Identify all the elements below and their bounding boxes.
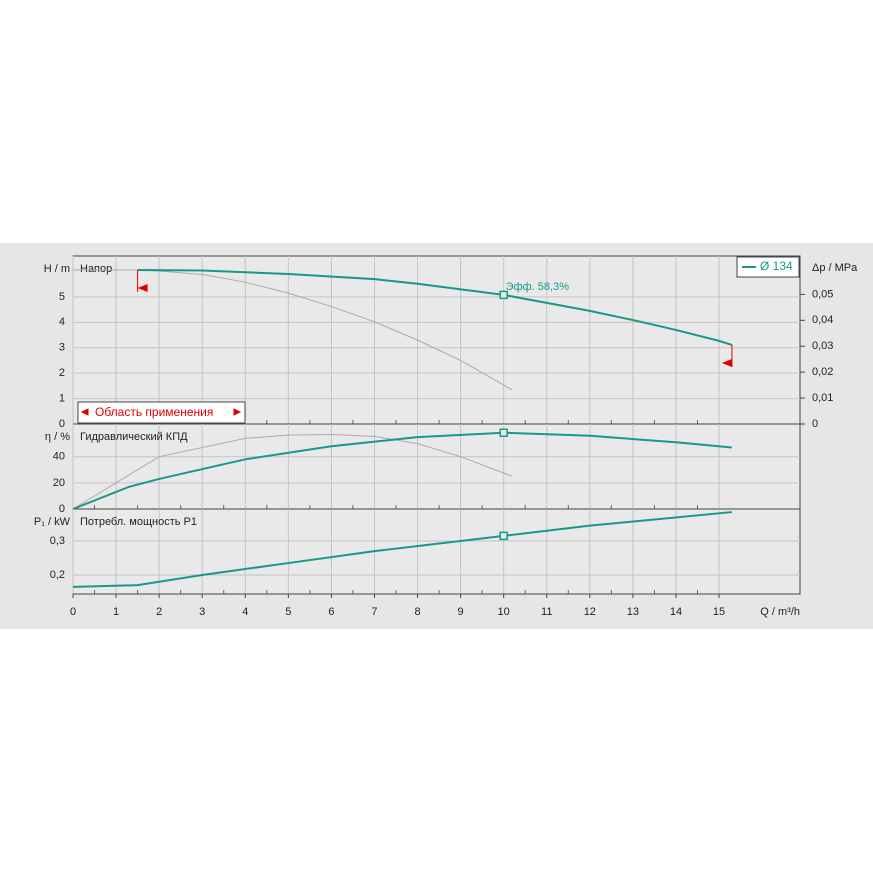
x-tick-label: 1 bbox=[113, 606, 119, 618]
duty-point bbox=[499, 428, 508, 438]
line-series bbox=[72, 431, 733, 510]
x-tick-label: 3 bbox=[199, 606, 205, 618]
range-start-arrow bbox=[137, 283, 148, 292]
y-tick-label: 3 bbox=[59, 342, 65, 354]
y-tick-label: 0 bbox=[59, 503, 65, 515]
x-tick-label: 6 bbox=[328, 606, 334, 618]
y-tick-label: 0,2 bbox=[50, 569, 65, 581]
x-axis-label: Q / m³/h bbox=[760, 606, 800, 618]
plot-area bbox=[72, 255, 801, 595]
range-legend-label: Область применения bbox=[95, 405, 213, 419]
x-tick-label: 8 bbox=[414, 606, 420, 618]
range-legend-box bbox=[77, 401, 246, 424]
x-tick-label: 7 bbox=[371, 606, 377, 618]
y-tick-label: 20 bbox=[53, 477, 65, 489]
y2-axis-label: Δp / MPa bbox=[812, 262, 858, 274]
y-tick-label: 0 bbox=[59, 418, 65, 430]
y-axis-label: P₁ / kW bbox=[34, 516, 71, 528]
y-tick-label: 4 bbox=[59, 316, 65, 328]
x-tick-label: 12 bbox=[584, 606, 596, 618]
y2-tick-label: 0,02 bbox=[812, 366, 833, 378]
x-tick-label: 11 bbox=[541, 606, 552, 618]
x-tick-label: 14 bbox=[670, 606, 682, 618]
x-tick-label: 15 bbox=[713, 606, 725, 618]
y-tick-label: 2 bbox=[59, 367, 65, 379]
line-series bbox=[72, 433, 513, 510]
x-tick-label: 2 bbox=[156, 606, 162, 618]
legend-box bbox=[736, 256, 800, 278]
y2-tick-label: 0,03 bbox=[812, 340, 833, 352]
x-tick-label: 10 bbox=[498, 606, 510, 618]
duty-point bbox=[499, 531, 508, 541]
duty-point bbox=[499, 290, 508, 300]
y2-tick-label: 0,01 bbox=[812, 392, 833, 404]
y2-tick-label: 0,05 bbox=[812, 288, 833, 300]
range-end-arrow bbox=[721, 358, 732, 367]
x-tick-label: 13 bbox=[627, 606, 639, 618]
x-tick-label: 0 bbox=[70, 606, 76, 618]
range-legend-arrows bbox=[80, 408, 242, 416]
panel-title: Напор bbox=[80, 263, 112, 275]
annotation: Эфф. 58,3% bbox=[506, 281, 570, 293]
panel-title: Потребл. мощность P1 bbox=[80, 516, 197, 528]
y-tick-label: 0,3 bbox=[50, 535, 65, 547]
y2-tick-label: 0,04 bbox=[812, 314, 833, 326]
y-axis-label: η / % bbox=[45, 431, 70, 443]
panel-title: Гидравлический КПД bbox=[80, 431, 188, 443]
y-tick-label: 5 bbox=[59, 291, 65, 303]
legend-label: Ø 134 bbox=[760, 259, 793, 273]
line-series bbox=[72, 511, 733, 588]
y-tick-label: 40 bbox=[53, 451, 65, 463]
y-tick-label: 1 bbox=[59, 392, 65, 404]
y-axis-label: H / m bbox=[44, 263, 70, 275]
x-tick-label: 9 bbox=[458, 606, 464, 618]
x-tick-label: 5 bbox=[285, 606, 291, 618]
x-tick-label: 4 bbox=[242, 606, 248, 618]
y2-tick-label: 0 bbox=[812, 418, 818, 430]
